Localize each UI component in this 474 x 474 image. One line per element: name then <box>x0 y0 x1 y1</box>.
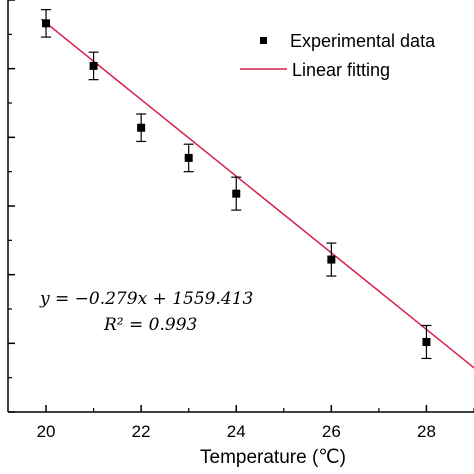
legend-marker-points <box>260 37 267 44</box>
fit-equation: y = −0.279x + 1559.413 R² = 0.993 <box>39 289 253 335</box>
x-axis-ticks: 20 22 24 26 28 <box>37 405 474 441</box>
x-tick-label: 22 <box>132 422 151 441</box>
data-point <box>137 123 146 132</box>
x-tick-label: 24 <box>227 422 246 441</box>
data-point <box>422 337 431 346</box>
data-point <box>89 61 98 70</box>
r-squared-text: R² = 0.993 <box>103 315 197 335</box>
legend-label-line: Linear fitting <box>292 60 390 80</box>
x-tick-label: 28 <box>417 422 436 441</box>
x-tick-label: 20 <box>37 422 56 441</box>
x-tick-label: 26 <box>322 422 341 441</box>
data-point <box>42 19 51 28</box>
data-point <box>184 153 193 162</box>
y-axis-ticks <box>8 0 15 413</box>
x-axis-title: Temperature (℃) <box>200 447 346 468</box>
legend-label-points: Experimental data <box>290 31 436 51</box>
data-points-layer <box>41 9 432 360</box>
legend: Experimental data Linear fitting <box>240 31 436 80</box>
data-point <box>327 255 336 264</box>
equation-text: y = −0.279x + 1559.413 <box>39 289 253 309</box>
data-point <box>232 189 241 198</box>
